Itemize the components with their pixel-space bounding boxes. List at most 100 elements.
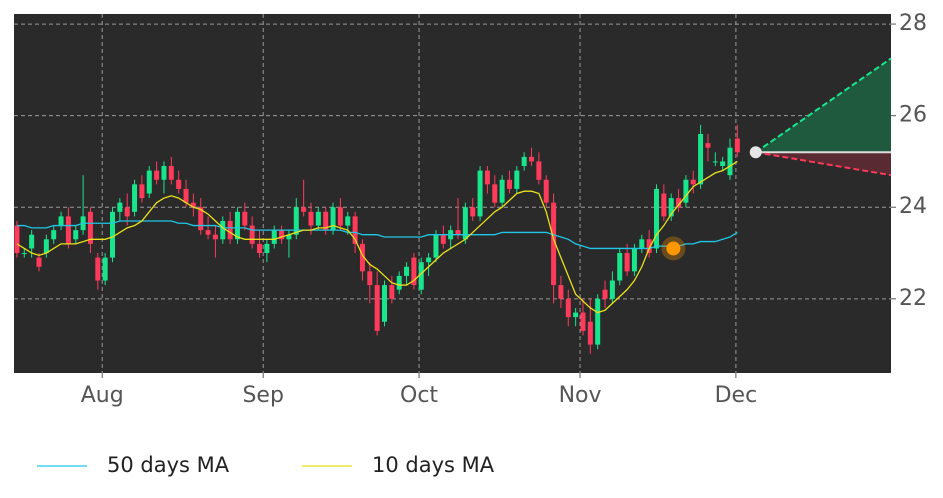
candle-body — [683, 179, 689, 203]
candle-body — [705, 143, 711, 148]
candle-body — [87, 211, 93, 244]
candle-body — [146, 170, 152, 194]
x-tick-label: Oct — [400, 383, 438, 408]
candle-body — [653, 188, 659, 249]
candle-body — [462, 207, 468, 240]
ma-line — [16, 220, 738, 250]
candle-body — [271, 230, 277, 244]
candle-body — [411, 257, 417, 286]
candle-body — [558, 285, 564, 299]
plot-area — [14, 14, 891, 373]
ma-line — [16, 160, 738, 314]
candle-body — [624, 253, 630, 272]
x-tick-label: Sep — [242, 383, 283, 408]
candle-body — [617, 253, 623, 281]
candle-body — [404, 266, 410, 276]
candle-body — [176, 179, 182, 189]
candle-body — [470, 207, 476, 217]
candle-body — [14, 225, 20, 254]
candle-body — [536, 161, 542, 180]
candle-body — [293, 207, 299, 235]
candle-body — [359, 243, 365, 272]
candle-body — [124, 207, 130, 217]
candle-body — [543, 179, 549, 203]
candle-body — [676, 198, 682, 208]
candle-body — [389, 285, 395, 299]
candle-body — [257, 243, 263, 254]
candle-body — [102, 257, 108, 281]
candle-body — [712, 161, 718, 163]
x-tick-label: Dec — [715, 383, 758, 408]
candle-body — [573, 312, 579, 318]
y-tick-label: 28 — [899, 11, 927, 36]
candle-body — [264, 243, 270, 254]
candle-body — [396, 275, 402, 290]
candle-body — [433, 234, 439, 258]
candle-body — [234, 211, 240, 240]
labels: 22 24 26 28 Aug Sep Oct Nov Dec 50 days MA 10 days… — [37, 11, 927, 477]
legend-label: 50 days MA — [107, 453, 230, 477]
candle-body — [286, 234, 292, 240]
candle-body — [382, 285, 388, 322]
candle-body — [484, 170, 490, 185]
candle-body — [205, 230, 211, 235]
candle-body — [440, 234, 446, 244]
candle-body — [73, 230, 79, 240]
candle-body — [190, 202, 196, 208]
candle-body — [602, 289, 608, 299]
candle-body — [330, 207, 336, 231]
candle-body — [661, 193, 667, 217]
candle-body — [323, 211, 329, 231]
candle-body — [301, 207, 307, 212]
candle-body — [551, 202, 557, 286]
candle-body — [426, 257, 432, 263]
candle-body — [21, 253, 27, 255]
candle-body — [698, 133, 704, 185]
legend-label: 10 days MA — [372, 453, 495, 477]
candle-body — [521, 156, 527, 167]
candle-body — [198, 207, 204, 231]
candle-body — [168, 166, 174, 180]
grid — [14, 14, 896, 378]
candle-body — [587, 321, 593, 345]
candle-body — [249, 225, 255, 244]
candle-body — [227, 220, 233, 240]
forecast-upper — [755, 57, 892, 154]
marks — [14, 57, 892, 354]
candle-body — [345, 216, 351, 226]
candle-body — [646, 239, 652, 254]
candle-body — [374, 285, 380, 331]
candle-body — [95, 257, 101, 281]
candle-body — [352, 216, 358, 244]
candle-body — [690, 179, 696, 185]
candle-body — [161, 166, 167, 180]
x-tick-label: Nov — [559, 383, 602, 408]
candle-body — [51, 230, 57, 240]
candle-body — [734, 138, 740, 153]
candle-body — [36, 257, 42, 267]
candle-body — [367, 271, 373, 286]
signal-marker — [666, 241, 681, 256]
forecast-lower — [755, 151, 892, 177]
y-tick-label: 26 — [899, 103, 927, 128]
candle-body — [279, 230, 285, 240]
candle-body — [499, 179, 505, 203]
candle-body — [506, 179, 512, 189]
candle-body — [668, 198, 674, 217]
candle-body — [609, 280, 615, 299]
candle-body — [139, 184, 145, 199]
candle-body — [212, 234, 218, 240]
candle-body — [595, 298, 601, 345]
candle-body — [418, 262, 424, 290]
candle-body — [183, 188, 189, 203]
x-tick-label: Aug — [81, 383, 124, 408]
candle-body — [720, 161, 726, 167]
candle-body — [110, 211, 116, 258]
y-tick-label: 24 — [899, 194, 927, 219]
candle-body — [514, 170, 520, 189]
candle-body — [117, 202, 123, 212]
candle-body — [337, 207, 343, 226]
candle-body — [492, 184, 498, 203]
candle-body — [631, 248, 637, 272]
